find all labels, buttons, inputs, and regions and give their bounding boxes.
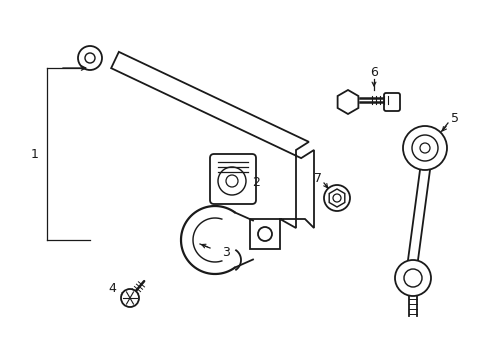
FancyBboxPatch shape (384, 93, 400, 111)
Circle shape (412, 135, 438, 161)
Text: 4: 4 (108, 283, 116, 296)
Text: 2: 2 (252, 176, 260, 189)
Circle shape (333, 194, 341, 202)
Circle shape (324, 185, 350, 211)
Text: 7: 7 (314, 171, 322, 184)
Circle shape (121, 289, 139, 307)
Circle shape (85, 53, 95, 63)
Text: 1: 1 (31, 148, 39, 162)
Polygon shape (338, 90, 358, 114)
Polygon shape (329, 189, 345, 207)
Text: 5: 5 (451, 112, 459, 125)
Circle shape (420, 143, 430, 153)
Polygon shape (111, 52, 314, 249)
Text: 3: 3 (222, 246, 230, 258)
Circle shape (78, 46, 102, 70)
Circle shape (395, 260, 431, 296)
Circle shape (404, 269, 422, 287)
FancyBboxPatch shape (210, 154, 256, 204)
Text: 6: 6 (370, 66, 378, 78)
Circle shape (226, 175, 238, 187)
Circle shape (258, 227, 272, 241)
Circle shape (403, 126, 447, 170)
Circle shape (218, 167, 246, 195)
